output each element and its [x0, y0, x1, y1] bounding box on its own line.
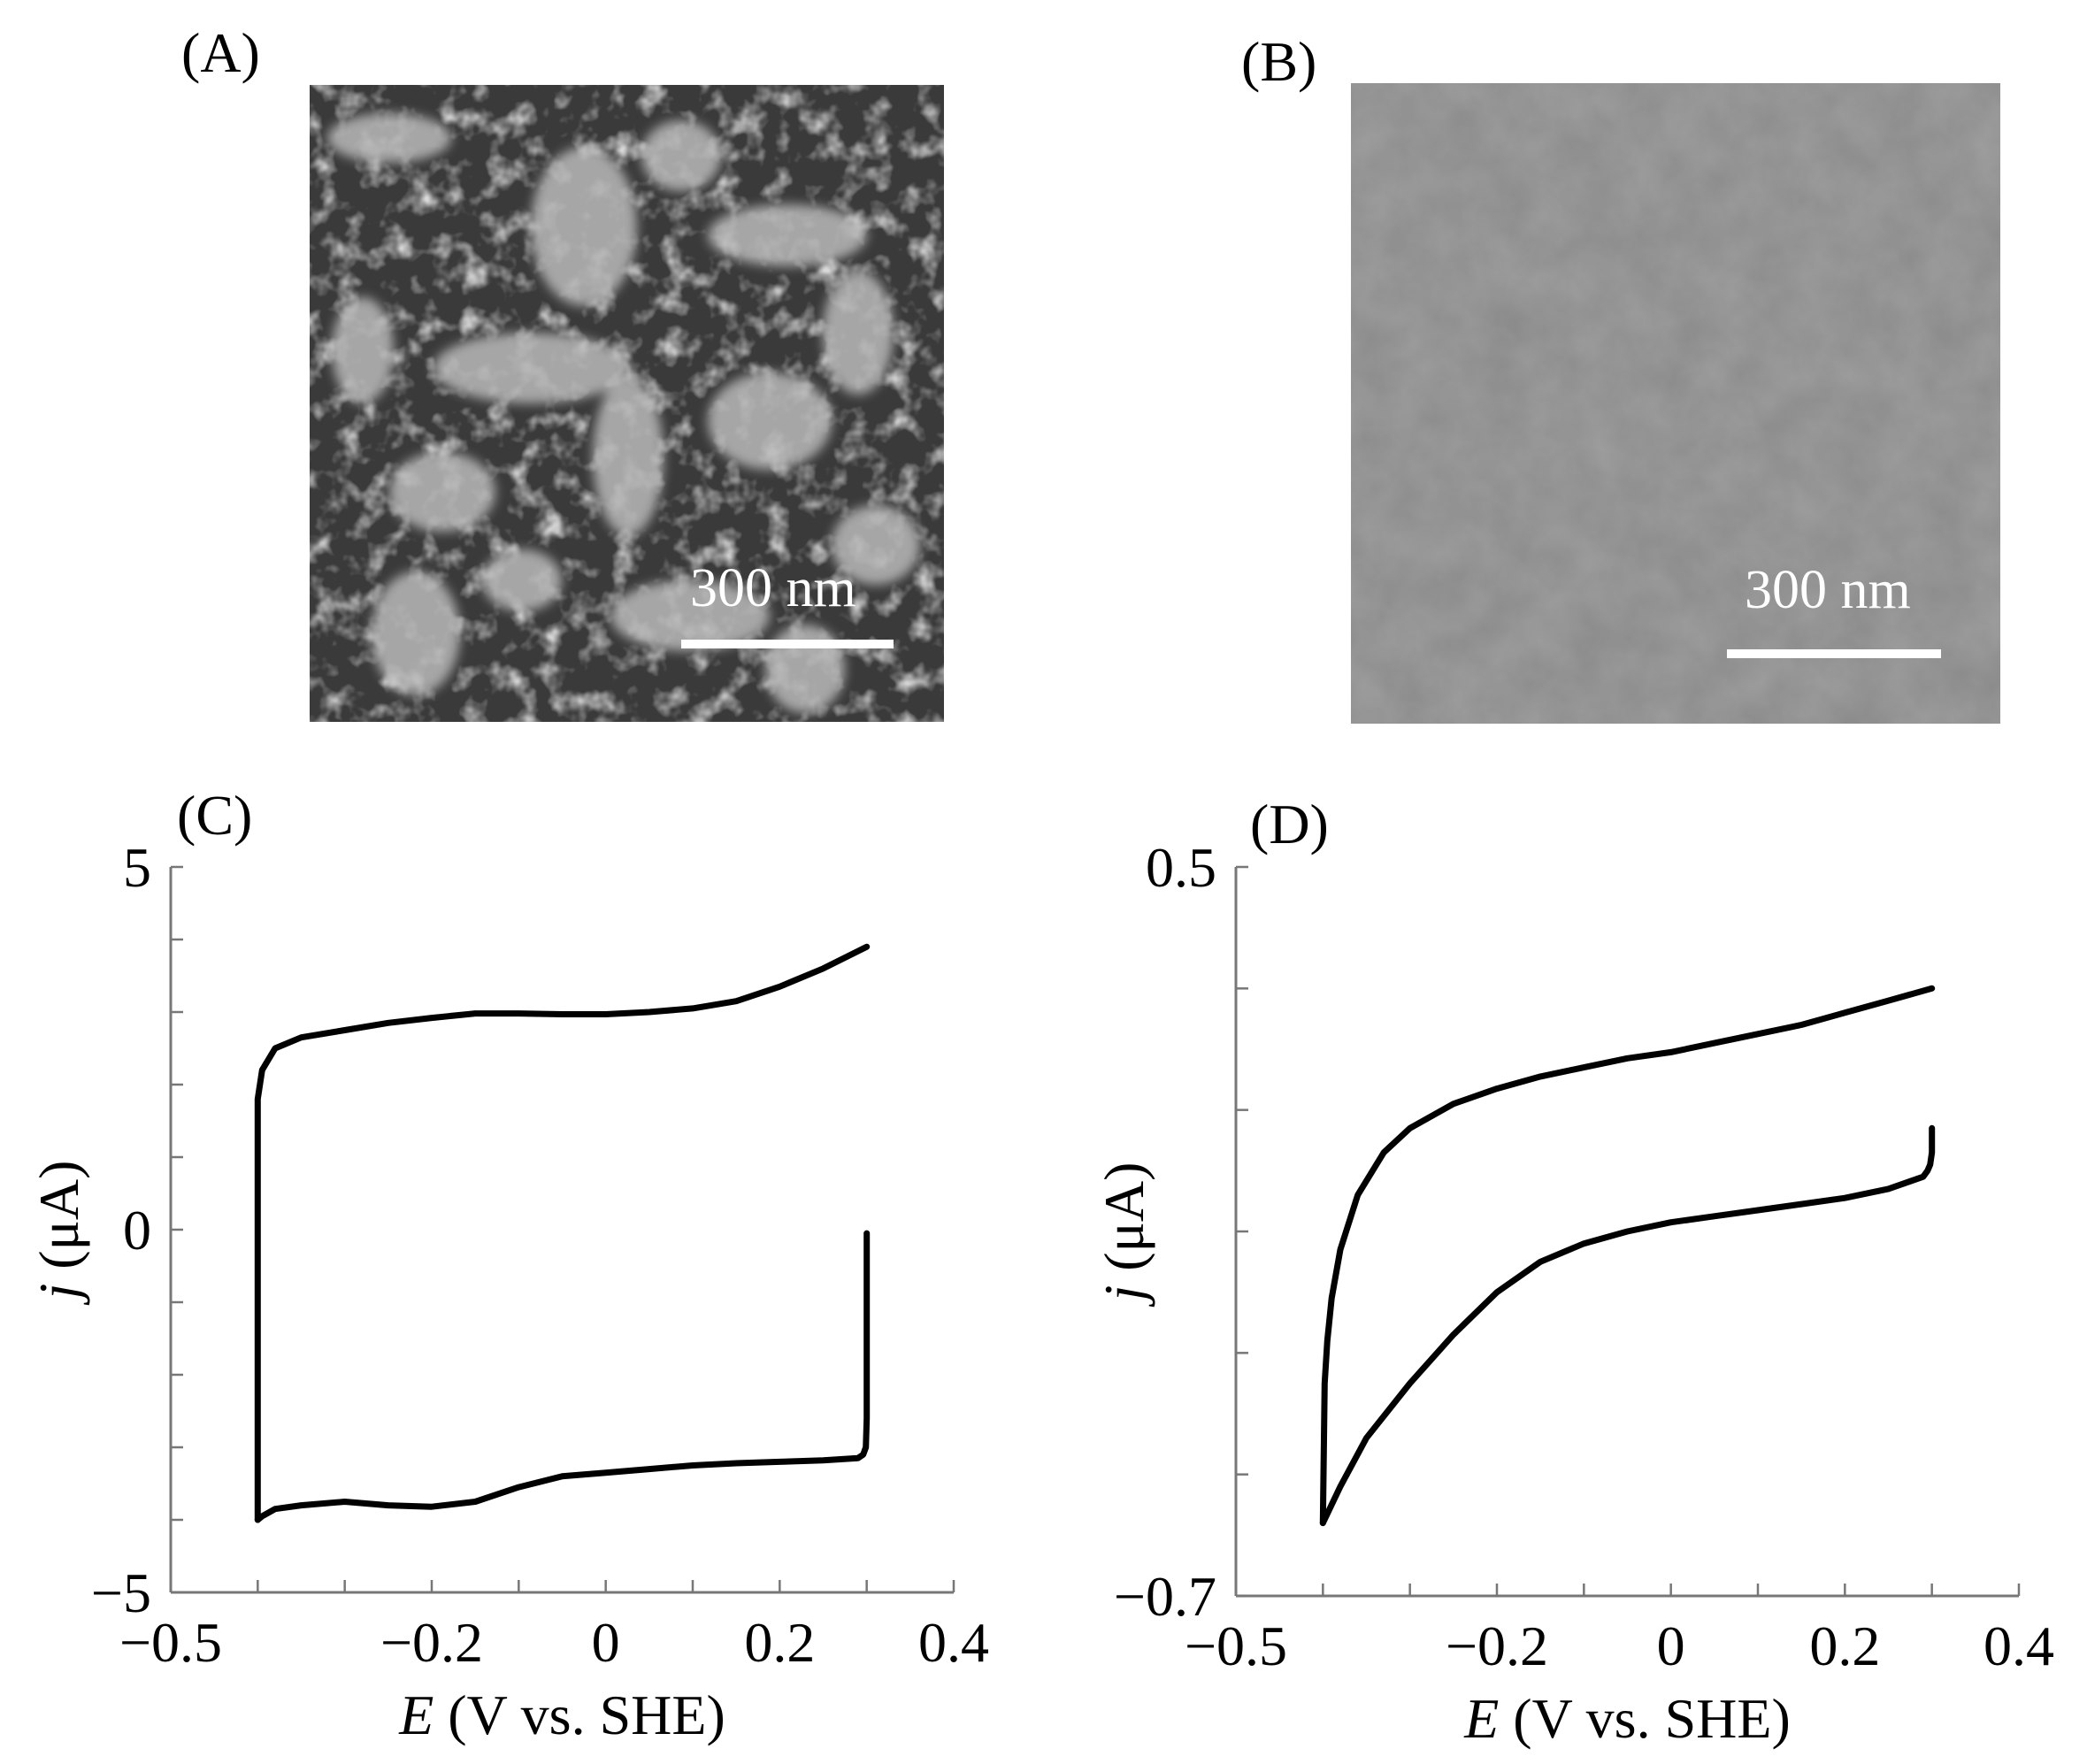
scale-bar-label-b: 300 nm: [1745, 560, 1911, 620]
x-tick-label-d: 0.4: [1983, 1614, 2054, 1677]
x-axis-title-c: E (V vs. SHE): [398, 1683, 725, 1746]
cv-curve-c-anodic: [254, 943, 871, 1523]
panel-label-c: (C): [177, 784, 253, 847]
cv-curve-d-anodic: [1319, 985, 1936, 1527]
y-tick-label-d: −0.7: [1114, 1565, 1216, 1628]
porous-structure-image: [310, 85, 944, 722]
x-tick-label-c: −0.2: [380, 1611, 483, 1674]
panel-label-d: (D): [1250, 793, 1329, 855]
x-tick-label-c: 0.4: [918, 1611, 989, 1674]
sem-image-a: [310, 85, 944, 722]
scale-bar-a: [681, 640, 894, 648]
y-axis-title-d: j (μA): [1093, 1162, 1155, 1308]
x-axis-title-d: E (V vs. SHE): [1463, 1687, 1791, 1750]
panel-label-b: (B): [1241, 30, 1317, 93]
cv-curve-c-cathodic: [254, 1230, 871, 1523]
scale-bar-b: [1727, 649, 1941, 658]
y-tick-label-d: 0.5: [1146, 836, 1216, 899]
x-tick-label-d: 0: [1657, 1614, 1685, 1677]
y-tick-label-c: 0: [123, 1199, 151, 1262]
y-tick-label-c: −5: [91, 1561, 151, 1624]
scale-bar-label-a: 300 nm: [690, 558, 856, 618]
cv-curve-d-cathodic: [1319, 1124, 1936, 1527]
sem-image-b: [1351, 83, 2000, 724]
y-tick-label-c: 5: [123, 836, 151, 899]
x-tick-label-c: 0.2: [744, 1611, 815, 1674]
x-tick-label-d: −0.5: [1185, 1614, 1287, 1677]
panel-label-a: (A): [181, 21, 260, 84]
x-tick-label-c: 0: [592, 1611, 620, 1674]
x-tick-label-c: −0.5: [119, 1611, 222, 1674]
smooth-surface-image: [1351, 83, 2000, 724]
x-tick-label-d: −0.2: [1446, 1614, 1548, 1677]
x-tick-label-d: 0.2: [1809, 1614, 1880, 1677]
